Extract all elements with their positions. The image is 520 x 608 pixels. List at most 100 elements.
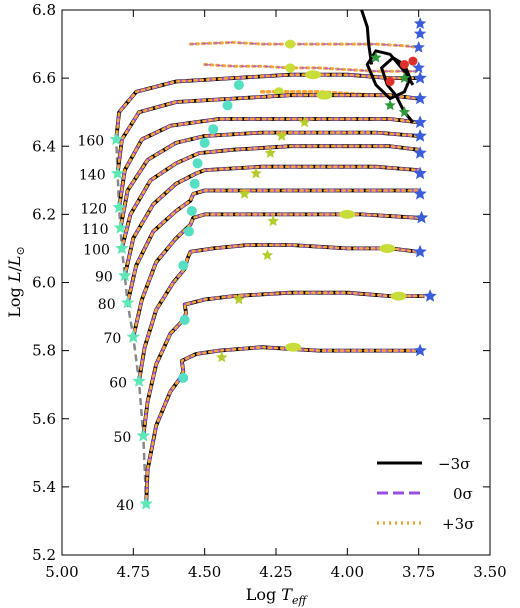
track-50-plus3: [142, 291, 426, 438]
track-110-mid-star: [276, 130, 288, 141]
track-60-mid-star: [261, 249, 274, 261]
mass-label-110: 110: [82, 222, 109, 238]
y-axis-label: Log L/L⊙: [5, 246, 27, 317]
track-80-end-star: [413, 186, 427, 200]
track-70-zero: [131, 212, 419, 338]
track-70-mid-star: [267, 215, 279, 226]
green-marker-1: [398, 72, 411, 83]
track-120-end-star: [413, 115, 427, 129]
track-60-plus3: [137, 243, 420, 383]
green-marker-0: [370, 51, 382, 63]
mass-label-60: 60: [109, 375, 127, 391]
track-140-plus3: [116, 93, 420, 175]
upper-track-1-zero: [204, 63, 419, 73]
track-140-end-star: [413, 91, 427, 105]
legend-label-plus3: +3σ: [442, 515, 474, 533]
track-90-mid-star: [250, 167, 262, 179]
track-60-blob: [379, 243, 396, 253]
mass-label-160: 160: [77, 133, 104, 149]
track-120-zams-star: [112, 200, 126, 214]
x-tick-label-5: 3.75: [402, 563, 435, 581]
track-160-plus3: [114, 73, 420, 141]
y-tick-label-8: 6.8: [32, 1, 56, 19]
top-right-star-2: [412, 41, 425, 53]
x-tick-label-0: 5.00: [45, 563, 78, 581]
track-100-zero: [120, 144, 419, 249]
x-tick-label-4: 4.00: [331, 563, 364, 581]
track-160-zams-star: [109, 132, 123, 146]
track-80-mid-star: [238, 187, 251, 199]
upper-track-1-blob: [285, 63, 296, 73]
track-40-mid-star: [216, 351, 228, 363]
track-50-circle: [179, 314, 190, 325]
x-tick-label-1: 4.75: [117, 563, 150, 581]
track-120-circle: [208, 124, 219, 135]
top-right-star-0: [413, 17, 427, 29]
y-tick-label-0: 5.2: [32, 546, 56, 564]
track-100-zams-star: [115, 241, 129, 255]
y-tick-label-3: 5.8: [32, 342, 56, 360]
y-tick-label-6: 6.4: [32, 137, 56, 155]
upper-track-2-blob: [285, 39, 296, 49]
black-riser: [360, 9, 374, 65]
mass-label-100: 100: [83, 242, 110, 258]
track-140-blob: [316, 90, 333, 100]
track-70-blob: [339, 209, 356, 219]
green-marker-3: [398, 106, 411, 117]
track-80-circle: [186, 205, 197, 216]
track-140-circle: [222, 100, 233, 111]
mass-label-70: 70: [104, 331, 122, 347]
legend-label-zero: 0σ: [453, 485, 473, 503]
upper-track-2-zero: [190, 41, 419, 49]
track-60-circle: [178, 260, 189, 271]
y-tick-label-4: 6.0: [32, 274, 56, 292]
zams-line: [114, 139, 148, 504]
track-100-mid-star: [264, 147, 276, 158]
red-marker-0: [408, 56, 418, 66]
mass-label-90: 90: [95, 270, 113, 286]
y-tick-label-5: 6.2: [32, 205, 56, 223]
track-90-circle: [189, 178, 200, 189]
mass-labels: 40 50 60 70 80 90 100 110 120 140 160: [77, 133, 134, 513]
x-tick-label-3: 4.25: [259, 563, 292, 581]
x-tick-label-2: 4.50: [188, 563, 221, 581]
track-140-zams-star: [111, 166, 125, 180]
mass-label-80: 80: [98, 297, 116, 313]
track-120-plus3: [117, 117, 420, 209]
track-40-circle: [178, 372, 189, 383]
track-50-zams-star: [136, 428, 150, 442]
track-70-minus3: [131, 212, 419, 338]
track-160-end-star: [413, 71, 427, 84]
track-160-blob: [305, 70, 322, 80]
track-120-mid-star: [298, 116, 311, 128]
track-40-zams-star: [139, 496, 153, 510]
track-100-circle: [192, 158, 203, 169]
track-110-plus3: [119, 131, 420, 230]
red-marker-2: [385, 77, 395, 87]
track-160-circle: [233, 79, 244, 90]
track-100-end-star: [413, 146, 427, 159]
track-80-zams-star: [121, 295, 135, 309]
legend: −3σ 0σ +3σ: [377, 455, 474, 533]
top-right-star-3: [412, 61, 425, 74]
plot-content: [109, 9, 437, 510]
track-80-plus3: [126, 189, 420, 305]
track-70-end-star: [414, 210, 429, 224]
black-loop: [365, 49, 415, 124]
track-100-minus3: [120, 144, 419, 249]
y-tick-label-7: 6.6: [32, 69, 56, 87]
mass-label-40: 40: [116, 498, 134, 514]
track-60-zams-star: [132, 374, 146, 387]
track-110-zams-star: [113, 221, 128, 234]
top-right-star-1: [413, 27, 427, 40]
track-40-minus3: [144, 345, 419, 504]
red-marker-1: [399, 60, 409, 69]
track-70-circle: [183, 226, 194, 237]
axis-ticks: 5.00 4.75 4.50 4.25 4.00 3.75 3.50 5.2 5.4 5.6 5.8…: [32, 1, 507, 581]
legend-label-minus3: −3σ: [438, 455, 470, 473]
y-tick-label-1: 5.4: [32, 478, 56, 496]
track-110-end-star: [413, 129, 427, 142]
mass-label-120: 120: [80, 202, 107, 218]
mass-label-140: 140: [79, 168, 106, 184]
